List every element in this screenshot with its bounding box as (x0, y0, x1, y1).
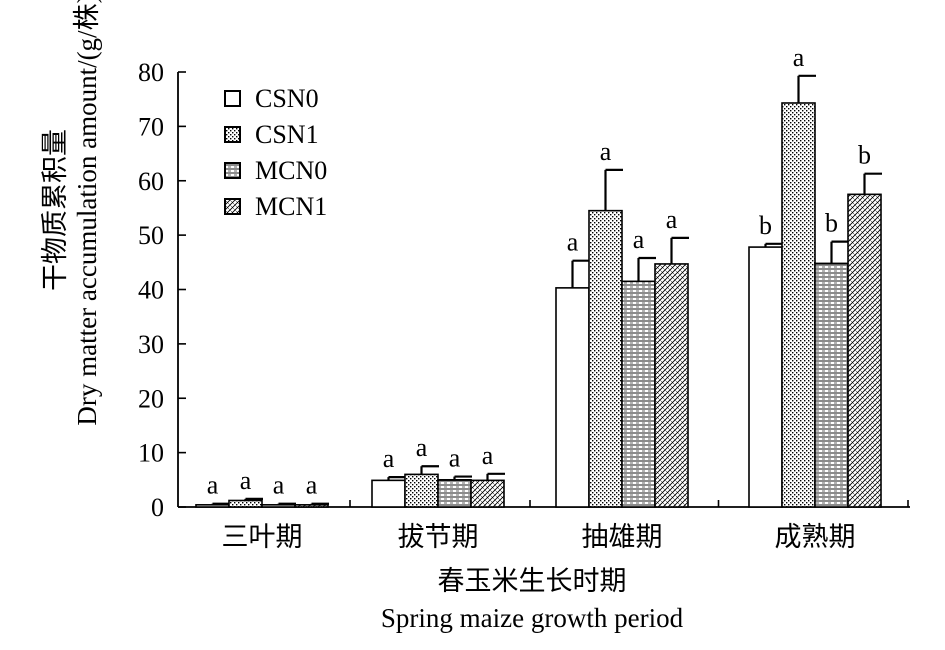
significance-label: b (759, 211, 772, 240)
significance-label: a (306, 471, 318, 500)
legend-label: MCN1 (255, 192, 327, 221)
bar (621, 280, 656, 508)
significance-label: a (482, 441, 494, 470)
bar (261, 504, 296, 508)
significance-label: a (600, 137, 612, 166)
significance-label: a (416, 433, 428, 462)
bar (437, 479, 472, 508)
significance-label: a (207, 471, 219, 500)
x-axis-title-en: Spring maize growth period (381, 603, 684, 633)
legend-label: MCN0 (255, 156, 327, 185)
y-axis-title-en: Dry matter accumulation amount/(g/株) (72, 0, 102, 426)
bar (371, 479, 406, 508)
legend-swatch (224, 162, 241, 179)
bar (228, 499, 263, 508)
x-tick-label: 三叶期 (222, 522, 303, 552)
bar (814, 262, 849, 508)
y-axis-title-cn: 干物质累积量 (40, 129, 70, 291)
y-tick-label: 30 (138, 330, 164, 359)
y-axis-title: 干物质累积量 Dry matter accumulation amount/(g… (40, 0, 102, 426)
bar (294, 504, 329, 508)
legend-swatch (224, 90, 241, 107)
y-tick-label: 40 (138, 276, 164, 305)
x-tick-label: 拔节期 (398, 522, 479, 552)
bar (470, 479, 505, 508)
significance-label: a (449, 444, 461, 473)
bar (588, 209, 623, 508)
bar (555, 287, 590, 508)
significance-label: a (666, 205, 678, 234)
legend: CSN0 CSN1 MCN0 MCN1 (224, 84, 327, 221)
y-tick-label: 80 (138, 58, 164, 87)
y-tick-label: 50 (138, 221, 164, 250)
significance-label: a (633, 225, 645, 254)
legend-label: CSN0 (255, 84, 319, 113)
bar (781, 102, 816, 508)
significance-label: a (273, 471, 285, 500)
bar (195, 504, 230, 508)
x-tick-label: 抽雄期 (582, 522, 663, 552)
x-tick-label: 成熟期 (775, 522, 856, 552)
significance-label: a (793, 43, 805, 72)
legend-label: CSN1 (255, 120, 319, 149)
significance-label: a (383, 444, 395, 473)
bar (654, 263, 689, 508)
y-tick-label: 10 (138, 439, 164, 468)
y-tick-label: 0 (151, 493, 164, 522)
legend-swatch (224, 198, 241, 215)
significance-label: b (858, 141, 871, 170)
y-tick-label: 70 (138, 112, 164, 141)
bar (847, 193, 882, 508)
y-tick-label: 60 (138, 167, 164, 196)
significance-label: a (567, 228, 579, 257)
bar (748, 246, 783, 508)
significance-label: b (825, 209, 838, 238)
legend-swatch (224, 126, 241, 143)
y-tick-label: 20 (138, 384, 164, 413)
bar (404, 473, 439, 508)
x-axis-title-cn: 春玉米生长时期 (438, 566, 627, 596)
significance-label: a (240, 466, 252, 495)
